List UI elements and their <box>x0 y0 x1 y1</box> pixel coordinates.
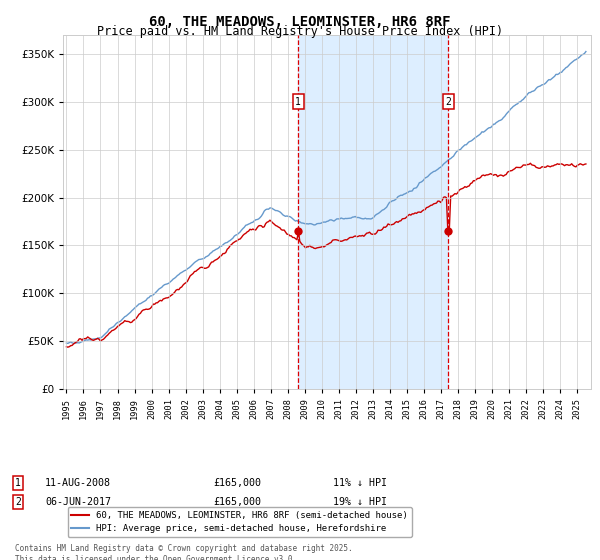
Text: 60, THE MEADOWS, LEOMINSTER, HR6 8RF: 60, THE MEADOWS, LEOMINSTER, HR6 8RF <box>149 15 451 29</box>
Text: Contains HM Land Registry data © Crown copyright and database right 2025.
This d: Contains HM Land Registry data © Crown c… <box>15 544 353 560</box>
Bar <box>298 35 448 389</box>
Text: 19% ↓ HPI: 19% ↓ HPI <box>333 497 387 507</box>
Text: 11-AUG-2008: 11-AUG-2008 <box>45 478 111 488</box>
Legend: 60, THE MEADOWS, LEOMINSTER, HR6 8RF (semi-detached house), HPI: Average price, : 60, THE MEADOWS, LEOMINSTER, HR6 8RF (se… <box>68 507 412 537</box>
Text: 1: 1 <box>15 478 21 488</box>
Text: 1: 1 <box>295 97 301 107</box>
Text: 2: 2 <box>446 97 451 107</box>
Text: 11% ↓ HPI: 11% ↓ HPI <box>333 478 387 488</box>
Text: £165,000: £165,000 <box>213 497 261 507</box>
Text: Price paid vs. HM Land Registry's House Price Index (HPI): Price paid vs. HM Land Registry's House … <box>97 25 503 38</box>
Text: 2: 2 <box>15 497 21 507</box>
Text: 06-JUN-2017: 06-JUN-2017 <box>45 497 111 507</box>
Text: £165,000: £165,000 <box>213 478 261 488</box>
